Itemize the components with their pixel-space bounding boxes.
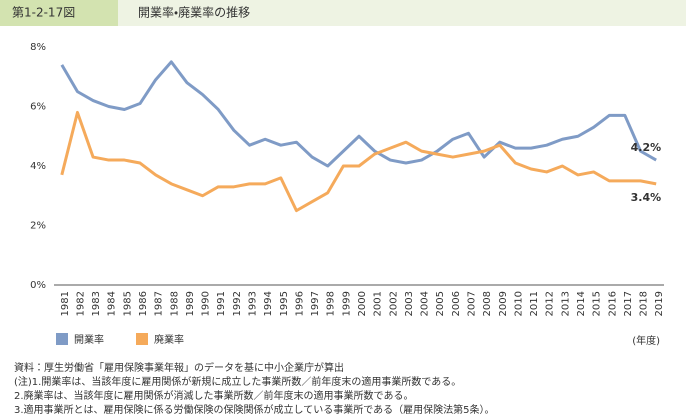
figure-number-box (0, 0, 118, 26)
legend-swatch (56, 333, 68, 345)
x-tick-label: 1996 (294, 291, 305, 316)
y-tick-label: 2% (30, 221, 46, 232)
x-tick-label: 2005 (435, 291, 446, 316)
x-tick-label: 1988 (169, 291, 180, 316)
y-tick-label: 8% (30, 42, 46, 53)
x-tick-label: 2019 (654, 291, 665, 316)
y-tick-label: 6% (30, 102, 46, 113)
x-tick-label: 2003 (404, 291, 415, 316)
value-label: 4.2% (631, 141, 662, 154)
x-tick-label: 1993 (248, 291, 259, 316)
x-tick-label: 1997 (310, 291, 321, 316)
x-tick-label: 1982 (75, 291, 86, 316)
x-tick-label: 2017 (623, 291, 634, 316)
x-tick-label: 2016 (607, 291, 618, 316)
series-line (60, 110, 657, 213)
figure-number: 第1-2-17図 (12, 6, 75, 20)
y-tick-label: 0% (30, 280, 46, 291)
legend-label: 廃業率 (154, 333, 184, 346)
x-tick-label: 1995 (279, 291, 290, 316)
y-tick-label: 4% (30, 161, 46, 172)
x-tick-label: 2008 (482, 291, 493, 316)
x-tick-label: 2012 (545, 291, 556, 316)
x-tick-label: 1981 (60, 291, 71, 316)
source-note: 資料：厚生労働省「雇用保険事業年報」のデータを基に中小企業庁が算出 (14, 361, 344, 374)
x-tick-label: 1994 (263, 291, 274, 316)
x-tick-label: 2002 (388, 291, 399, 316)
x-tick-label: 2013 (560, 291, 571, 316)
value-label: 3.4% (631, 191, 662, 204)
x-tick-label: 2006 (451, 291, 462, 316)
x-tick-label: 2014 (576, 291, 587, 316)
x-tick-label: 1984 (107, 291, 118, 316)
x-tick-label: 1989 (185, 291, 196, 316)
x-tick-label: 2007 (466, 291, 477, 316)
x-tick-label: 1987 (154, 291, 165, 316)
x-tick-label: 2011 (529, 291, 540, 316)
note: 2.廃業率は、当該年度に雇用関係が消滅した事業所数／前年度末の適用事業所数である… (14, 389, 413, 402)
x-tick-label: 1985 (122, 291, 133, 316)
x-tick-label: 2018 (639, 291, 650, 316)
x-tick-label: 1991 (216, 291, 227, 316)
x-axis-label: (年度) (632, 334, 660, 347)
chart-title: 開業率・廃業率の推移 (138, 5, 250, 20)
x-tick-label: 1992 (232, 291, 243, 316)
x-tick-label: 2001 (373, 291, 384, 316)
x-tick-label: 1983 (91, 291, 102, 316)
x-tick-label: 1998 (326, 291, 337, 316)
x-tick-label: 2010 (513, 291, 524, 316)
x-tick-label: 1999 (341, 291, 352, 316)
note: (注)1.開業率は、当該年度に雇用関係が新規に成立した事業所数／前年度末の適用事… (14, 375, 461, 388)
x-tick-label: 2004 (420, 291, 431, 316)
series-line (60, 60, 657, 168)
x-tick-label: 1986 (138, 291, 149, 316)
legend-label: 開業率 (74, 333, 104, 346)
x-tick-label: 2009 (498, 291, 509, 316)
x-tick-label: 1990 (201, 291, 212, 316)
x-tick-label: 2000 (357, 291, 368, 316)
x-tick-label: 2015 (592, 291, 603, 316)
note: 3.適用事業所とは、雇用保険に係る労働保険の保険関係が成立している事業所である（… (14, 403, 495, 416)
legend-swatch (136, 333, 148, 345)
